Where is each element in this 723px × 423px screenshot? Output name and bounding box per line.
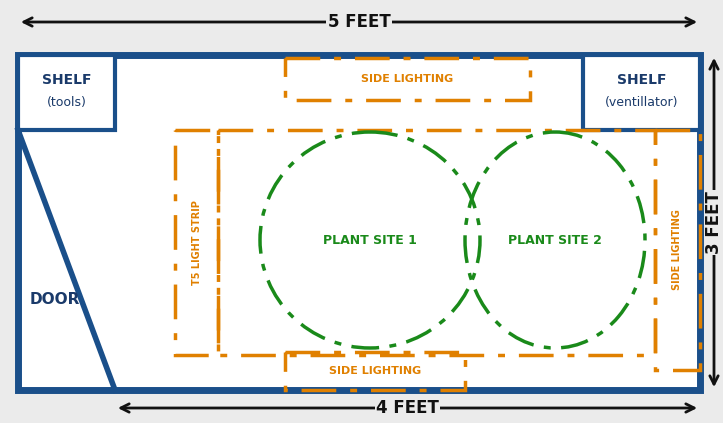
- Text: SIDE LIGHTING: SIDE LIGHTING: [329, 366, 421, 376]
- Text: 3 FEET: 3 FEET: [705, 191, 723, 254]
- Bar: [175, 130, 218, 355]
- Bar: [285, 58, 530, 100]
- Bar: [285, 352, 465, 390]
- Text: PLANT SITE 1: PLANT SITE 1: [323, 233, 417, 247]
- Text: SIDE LIGHTING: SIDE LIGHTING: [672, 209, 683, 291]
- Bar: [18, 55, 115, 130]
- Bar: [655, 130, 700, 370]
- Text: (ventillator): (ventillator): [604, 96, 678, 109]
- Bar: [583, 55, 700, 130]
- Text: DOOR: DOOR: [30, 292, 80, 308]
- Text: 5 FEET: 5 FEET: [328, 13, 390, 31]
- Text: SHELF: SHELF: [42, 74, 91, 88]
- Bar: [218, 130, 655, 355]
- Text: SIDE LIGHTING: SIDE LIGHTING: [362, 74, 453, 84]
- Bar: [18, 55, 700, 390]
- Text: PLANT SITE 2: PLANT SITE 2: [508, 233, 602, 247]
- Text: SHELF: SHELF: [617, 74, 667, 88]
- Text: (tools): (tools): [46, 96, 87, 109]
- Text: T5 LIGHT STRIP: T5 LIGHT STRIP: [192, 200, 202, 285]
- Text: 4 FEET: 4 FEET: [376, 399, 439, 417]
